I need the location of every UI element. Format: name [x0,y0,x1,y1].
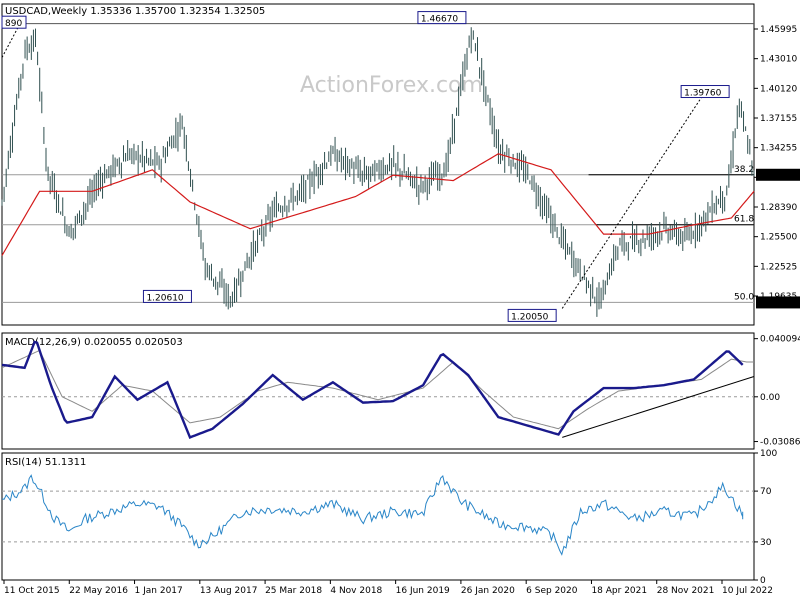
panel-frame-3 [1,452,755,581]
price-tick-label: 1.40120 [760,84,797,94]
rsi-line [1,474,744,556]
price-tag-box [507,308,557,322]
macd-title: MACD(12,26,9) 0.020055 0.020503 [5,337,183,348]
panel-frame-1 [1,3,755,326]
rsi-tick-label: 100 [760,449,777,459]
price-tag-label: 1.46670 [421,15,458,25]
x-tick-label: 10 Jul 2022 [722,586,773,596]
price-trend-line [561,97,702,309]
price-tag-box [417,11,467,25]
price-tag-box [680,85,730,99]
fib-label-38.2: 38.2 [734,165,754,175]
chart-header: USDCAD,Weekly 1.35336 1.35700 1.32354 1.… [5,6,265,17]
x-tick-label: 22 May 2016 [69,586,128,596]
macd-line [1,340,744,439]
price-tag-label: 890 [5,19,22,29]
x-tick-label: 6 Sep 2020 [526,586,578,596]
price-tick-label: 1.25500 [760,233,797,243]
support-price-badge [756,296,800,309]
x-tick-label: 13 Aug 2017 [200,586,258,596]
macd-tick-label: 0.040094 [760,335,800,345]
x-tick-label: 25 Mar 2018 [265,586,322,596]
rsi-tick-label: 70 [760,487,772,497]
fib-label-50.0: 50.0 [734,292,754,302]
price-tick-label: 1.43010 [760,55,797,65]
x-tick-label: 16 Jun 2019 [396,586,450,596]
price-tag-label: 1.39760 [684,89,721,99]
x-tick-label: 1 Jan 2017 [135,586,183,596]
price-tick-label: 1.28390 [760,203,797,213]
price-tick-label: 1.37155 [760,114,797,124]
current-price-label: 1.32505 [759,172,796,182]
fib-label-61.8: 61.8 [734,215,754,225]
x-tick-label: 11 Oct 2015 [4,586,60,596]
current-price-badge [756,168,800,181]
rsi-tick-label: 30 [760,538,772,548]
support-price-label: 1.20610 [759,299,796,309]
x-tick-label: 28 Nov 2021 [657,586,715,596]
macd-tick-label: -0.03086 [760,438,800,448]
macd-trend-line [562,376,755,438]
rsi-title: RSI(14) 51.1311 [5,457,86,468]
moving-average-line [1,153,755,256]
price-tag-label: 1.20050 [511,312,548,322]
watermark: ActionForex.com [300,73,483,98]
rsi-tick-label: 0 [760,576,766,586]
price-tag-box [1,15,27,29]
price-tick-label: 1.34255 [760,144,797,154]
macd-tick-label: 0.00 [760,393,780,403]
price-tick-label: 1.22525 [760,262,797,272]
panel-frame-2 [1,332,755,450]
x-tick-label: 26 Jan 2020 [461,586,515,596]
price-tag-box [142,289,192,303]
macd-signal-line [1,349,754,430]
price-tag-label: 1.20610 [146,293,183,303]
x-tick-label: 4 Nov 2018 [330,586,382,596]
x-tick-label: 18 Apr 2021 [591,586,647,596]
price-tick-label: 1.45995 [760,25,797,35]
